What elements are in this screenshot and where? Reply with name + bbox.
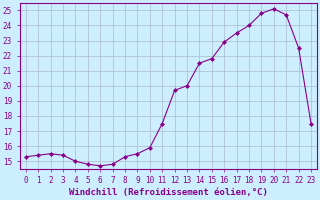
X-axis label: Windchill (Refroidissement éolien,°C): Windchill (Refroidissement éolien,°C) xyxy=(69,188,268,197)
